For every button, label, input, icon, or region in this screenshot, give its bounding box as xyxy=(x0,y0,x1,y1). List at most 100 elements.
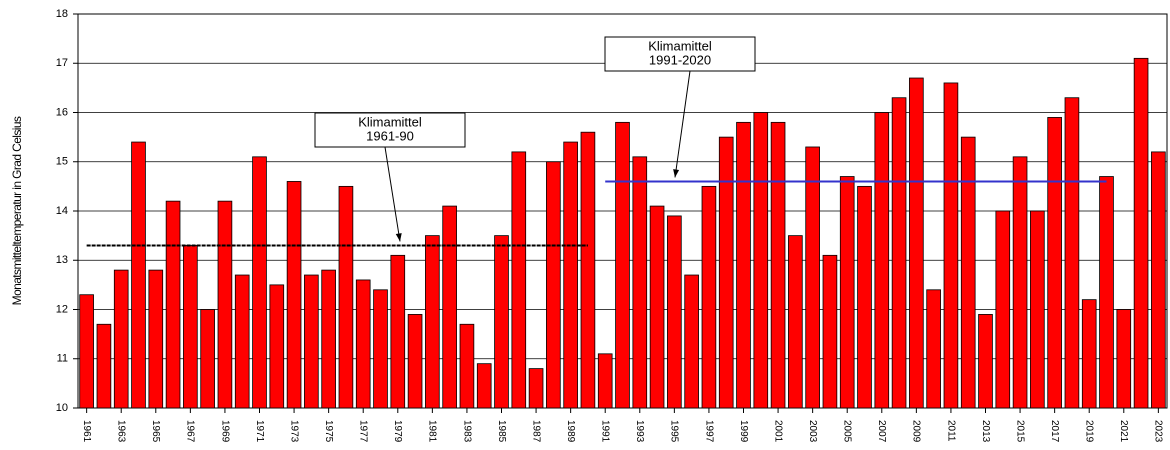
y-axis-label: Monatsmitteltemperatur in Grad Celsius xyxy=(10,116,24,305)
x-tick-label: 1979 xyxy=(392,420,403,443)
x-tick-label: 1975 xyxy=(323,420,334,443)
bar xyxy=(701,185,717,409)
annotation-arrow xyxy=(384,146,401,242)
bar xyxy=(286,181,302,409)
x-tick-label: 2007 xyxy=(876,420,887,443)
x-tick-label: 1991 xyxy=(600,420,611,443)
bar xyxy=(96,323,112,409)
bar xyxy=(425,235,440,409)
bar xyxy=(1081,299,1097,409)
bar xyxy=(839,176,855,409)
bar xyxy=(183,245,198,409)
bar xyxy=(234,274,250,409)
bar xyxy=(1012,156,1028,409)
bar xyxy=(1116,309,1132,409)
x-tick-label: 1963 xyxy=(116,420,127,443)
arrow-head xyxy=(395,233,402,242)
bar xyxy=(1151,151,1166,409)
bar xyxy=(113,269,129,409)
x-tick-label: 1989 xyxy=(565,420,576,443)
x-tick-label: 2005 xyxy=(842,420,853,443)
bar xyxy=(632,156,648,409)
arrow-head xyxy=(673,169,680,178)
x-tick-label: 1983 xyxy=(461,420,472,443)
bar xyxy=(649,205,665,409)
x-tick-label: 2003 xyxy=(807,420,818,443)
y-tick-label: 16 xyxy=(56,106,68,118)
y-tick-label: 15 xyxy=(56,156,68,168)
annotation-box xyxy=(604,36,756,72)
bar xyxy=(891,97,907,409)
bar xyxy=(943,82,959,409)
bar xyxy=(753,112,769,409)
y-tick-label: 10 xyxy=(56,402,68,414)
bar xyxy=(1064,97,1080,409)
bar xyxy=(79,294,94,409)
bar xyxy=(304,274,319,409)
bar xyxy=(1030,210,1045,409)
annotation-box xyxy=(314,112,466,148)
bar xyxy=(580,131,596,409)
bar xyxy=(563,141,578,409)
y-tick-label: 13 xyxy=(56,254,68,266)
bar xyxy=(597,353,613,409)
bar xyxy=(874,112,890,409)
x-tick-label: 2019 xyxy=(1084,420,1095,443)
bar xyxy=(1133,57,1149,409)
bar xyxy=(684,274,699,409)
bar xyxy=(131,141,146,409)
bar xyxy=(459,323,475,409)
bar xyxy=(511,151,527,409)
annotation-text: Klimamittel xyxy=(648,38,712,53)
annotation-text: 1961-90 xyxy=(366,128,414,143)
bar xyxy=(476,363,492,409)
bar xyxy=(909,77,924,409)
bar xyxy=(1099,176,1114,409)
x-tick-label: 1971 xyxy=(254,420,265,443)
annotation-arrow xyxy=(674,70,691,178)
x-tick-label: 1961 xyxy=(81,420,92,443)
bar xyxy=(805,146,820,409)
x-tick-label: 2013 xyxy=(980,420,991,443)
y-tick-label: 11 xyxy=(57,353,68,365)
x-tick-label: 1987 xyxy=(530,420,541,443)
bar xyxy=(546,161,561,409)
x-tick-label: 2017 xyxy=(1049,420,1060,443)
x-tick-label: 1999 xyxy=(738,420,749,443)
bar xyxy=(338,185,354,409)
bar xyxy=(718,136,734,409)
x-tick-label: 1965 xyxy=(150,420,161,443)
x-tick-label: 1993 xyxy=(634,420,645,443)
x-tick-label: 1973 xyxy=(288,420,299,443)
bar xyxy=(200,309,215,409)
y-tick-label: 17 xyxy=(56,57,68,69)
x-tick-label: 2015 xyxy=(1014,420,1025,443)
bar xyxy=(528,368,544,409)
x-tick-label: 1985 xyxy=(496,420,507,443)
bar xyxy=(373,289,388,409)
x-tick-label: 1977 xyxy=(358,420,369,443)
bar xyxy=(494,235,509,409)
bar xyxy=(252,156,267,409)
bar xyxy=(269,284,285,409)
annotation-text: 1991-2020 xyxy=(649,52,711,67)
bar xyxy=(857,185,872,409)
annotation-text: Klimamittel xyxy=(358,114,422,129)
bar xyxy=(615,121,630,409)
x-tick-label: 1995 xyxy=(669,420,680,443)
bar xyxy=(217,200,233,409)
x-tick-label: 1981 xyxy=(427,420,438,443)
bar xyxy=(978,314,993,409)
y-tick-label: 18 xyxy=(56,8,68,20)
bar xyxy=(788,235,803,409)
bar xyxy=(390,254,406,409)
bar xyxy=(960,136,976,409)
x-tick-label: 1997 xyxy=(703,420,714,443)
bar xyxy=(355,279,371,409)
bar xyxy=(148,269,164,409)
x-tick-label: 2009 xyxy=(911,420,922,443)
bar xyxy=(995,210,1011,409)
bar xyxy=(926,289,941,409)
bar xyxy=(165,200,181,409)
